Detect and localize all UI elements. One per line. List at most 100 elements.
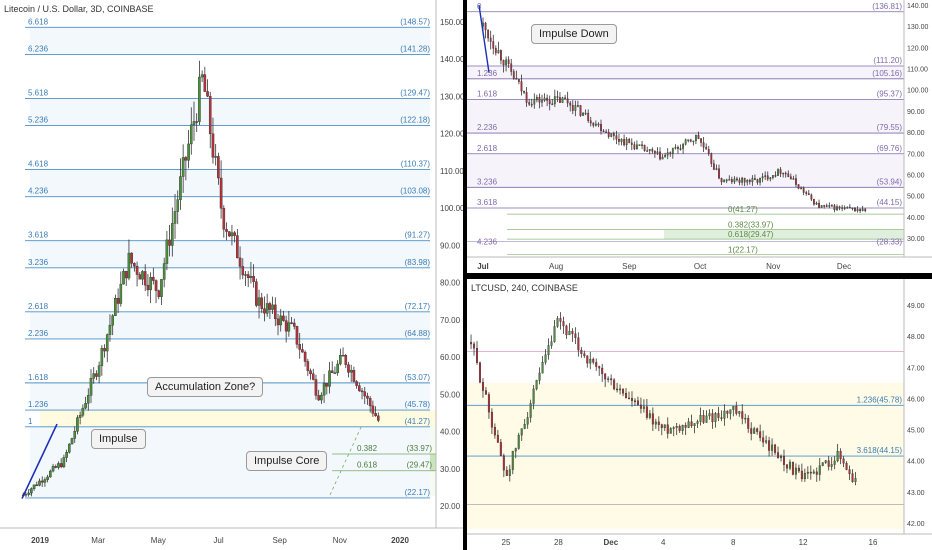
tr-candle-body xyxy=(836,206,838,211)
tr-candle-body xyxy=(492,41,495,49)
left-candle-body xyxy=(57,463,60,468)
br-candle-body xyxy=(639,404,642,409)
tr-candle-body xyxy=(815,202,818,205)
left-candle-body xyxy=(317,395,320,401)
tr-candle-body xyxy=(594,123,597,126)
fib-band xyxy=(30,240,430,268)
tr-price-tick-label: 100.00 xyxy=(907,88,929,95)
br-candle-body xyxy=(824,460,827,463)
left-candle-body xyxy=(152,277,155,281)
tr-candle-body xyxy=(843,207,846,209)
left-candle-body xyxy=(344,355,348,365)
br-candle-body xyxy=(470,342,473,345)
left-candle-body xyxy=(138,274,142,280)
left-candle-body xyxy=(68,443,71,453)
br-candle-body xyxy=(529,403,532,418)
left-candle-body xyxy=(298,344,301,350)
br-candle-body xyxy=(550,341,553,346)
top-right-chart-svg[interactable]: 0(136.81)(111.20)1.236(105.16)1.618(95.3… xyxy=(467,0,932,273)
left-candle-body xyxy=(233,232,236,236)
br-candle-body xyxy=(720,417,723,419)
tr-candle-body xyxy=(712,163,715,170)
price-tick-label: 60.00 xyxy=(440,353,461,362)
tr-fib-value-label: (53.94) xyxy=(877,177,903,186)
time-tick-label: May xyxy=(151,536,166,545)
left-candle-body xyxy=(374,413,377,417)
left-candle-body xyxy=(227,231,231,237)
br-candle-body xyxy=(565,325,568,336)
tr-candle-body xyxy=(592,122,595,126)
tr-price-tick-label: 140.00 xyxy=(907,3,929,10)
br-candle-body xyxy=(794,467,797,475)
br-candle-body xyxy=(523,424,526,429)
br-candle-body xyxy=(726,410,729,414)
tr-candle-body xyxy=(820,205,823,208)
left-candle-body xyxy=(244,274,247,276)
tr-candle-body xyxy=(738,179,741,183)
retrace-value-label: (33.97) xyxy=(407,444,433,453)
tr-candle-body xyxy=(687,139,690,141)
br-candle-body xyxy=(487,394,490,413)
left-candle-body xyxy=(282,315,285,321)
br-candle-body xyxy=(592,358,595,363)
br-candle-body xyxy=(711,413,714,422)
fib-ratio-label: 6.236 xyxy=(28,44,49,53)
br-candle-body xyxy=(836,451,839,462)
bottom-right-chart-svg[interactable]: 1.236(45.78) 3.618(44.15) 42.00 43.00 44.00 4… xyxy=(467,279,932,550)
left-candle-body xyxy=(192,121,196,125)
left-candle-body xyxy=(187,143,190,161)
retrace-value-label: (29.47) xyxy=(407,461,433,470)
br-candle-body xyxy=(732,406,735,410)
chart-panel-left[interactable]: 6.618 (148.57) 6.236 (141.28) 5.618 (129.47) 5… xyxy=(0,0,463,550)
tr-candle-body xyxy=(589,120,592,124)
chart-panel-top-right[interactable]: 0(136.81)(111.20)1.236(105.16)1.618(95.3… xyxy=(467,0,932,273)
left-candle-body xyxy=(360,390,364,393)
tr-candle-body xyxy=(828,205,831,207)
left-candle-body xyxy=(35,484,39,487)
tr-candle-body xyxy=(664,154,667,158)
tr-candle-body xyxy=(571,104,574,111)
br-candle-body xyxy=(738,411,741,414)
left-candle-body xyxy=(377,415,380,421)
br-candle-body xyxy=(744,417,747,420)
tr-candle-body xyxy=(771,175,774,178)
fib-value-label: (141.28) xyxy=(400,44,430,53)
left-candle-body xyxy=(371,405,375,414)
tr-candle-body xyxy=(648,149,651,151)
left-candle-body xyxy=(271,304,274,310)
bottom-right-chart-title: LTCUSD, 240, COINBASE xyxy=(471,283,578,293)
br-candle-body xyxy=(484,390,487,395)
tr-candle-body xyxy=(600,123,602,132)
left-candle-body xyxy=(347,364,350,373)
tr-candle-body xyxy=(823,205,826,207)
br-candle-body xyxy=(586,355,589,364)
chart-panel-bottom-right[interactable]: 1.236(45.78) 3.618(44.15) 42.00 43.00 44.00 4… xyxy=(467,279,932,550)
tr-candle-body xyxy=(512,71,515,79)
left-candle-body xyxy=(189,124,193,145)
tr-price-tick-label: 110.00 xyxy=(907,67,928,74)
time-tick-label: Sep xyxy=(273,536,288,545)
tr-fib-value-label: (69.76) xyxy=(877,144,903,153)
br-candle-body xyxy=(660,424,663,428)
fib-ratio-label: 1.236 xyxy=(28,400,49,409)
accumulation-zone-callout: Accumulation Zone? xyxy=(147,377,264,397)
left-chart-svg[interactable]: 6.618 (148.57) 6.236 (141.28) 5.618 (129.47) 5… xyxy=(0,0,463,550)
br-candle-body xyxy=(693,423,696,426)
br-candle-body xyxy=(666,424,669,434)
tr-candle-body xyxy=(777,169,779,176)
tr-candle-body xyxy=(728,179,731,181)
tr-price-tick-label: 40.00 xyxy=(907,215,925,222)
br-candle-body xyxy=(595,362,598,367)
tr-price-tick-label: 70.00 xyxy=(907,151,925,158)
left-candle-body xyxy=(130,252,133,264)
br-candle-body xyxy=(556,318,559,327)
tr-candle-body xyxy=(520,81,523,92)
left-candle-body xyxy=(363,391,367,397)
left-candle-body xyxy=(73,431,77,439)
br-candle-body xyxy=(675,425,678,428)
fib-value-label: (148.57) xyxy=(400,17,430,26)
tr-time-tick-label: Sep xyxy=(622,262,637,271)
tr-fib-ratio-label: 3.618 xyxy=(477,198,498,207)
br-candle-body xyxy=(747,417,750,429)
tr-candle-body xyxy=(602,130,605,133)
